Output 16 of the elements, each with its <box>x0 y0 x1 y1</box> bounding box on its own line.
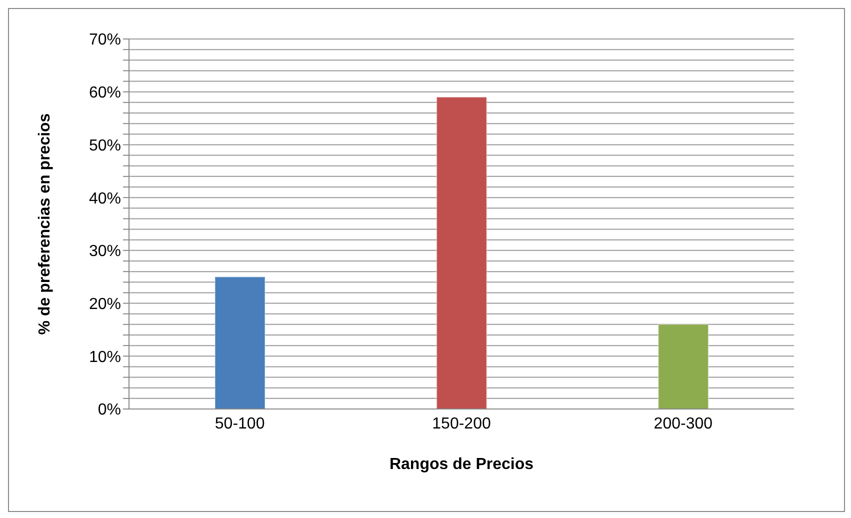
y-tick-label: 20% <box>88 296 121 313</box>
y-tick-label: 10% <box>88 348 121 366</box>
y-tick-label: 60% <box>88 84 121 102</box>
y-tick-label: 0% <box>98 402 121 419</box>
y-tick-label: 30% <box>88 243 121 260</box>
y-axis-title: % de preferencias en precios <box>36 113 54 335</box>
bar <box>658 324 709 409</box>
x-tick-label: 200-300 <box>654 415 713 432</box>
bar <box>214 276 266 409</box>
x-tick-label: 50-100 <box>214 415 265 432</box>
bar <box>436 96 488 409</box>
y-tick-label: 70% <box>88 32 121 49</box>
y-tick-label: 40% <box>88 190 121 208</box>
x-axis-title: Rangos de Precios <box>389 456 534 473</box>
y-tick-label: 50% <box>88 137 121 154</box>
x-tick-label: 150-200 <box>432 415 491 432</box>
